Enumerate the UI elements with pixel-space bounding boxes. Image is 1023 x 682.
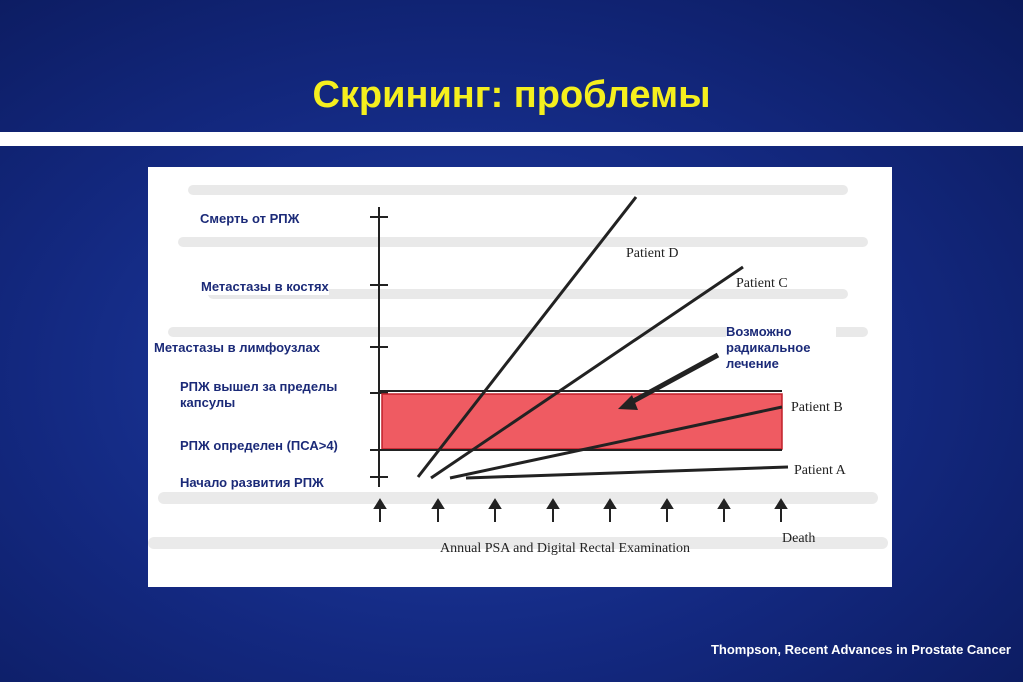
screening-diagram: Patient D Patient C Patient B Patient A … xyxy=(148,167,892,587)
stage-label-detected: РПЖ определен (ПСА>4) xyxy=(180,438,338,454)
y-axis-ticks xyxy=(370,216,388,478)
slide-title: Скрининг: проблемы xyxy=(312,74,711,116)
curative-window xyxy=(381,393,783,450)
stage-label-onset: Начало развития РПЖ xyxy=(180,475,324,491)
callout-arrow xyxy=(626,352,720,407)
patient-d-line xyxy=(416,196,638,478)
x-axis-label: Annual PSA and Digital Rectal Examinatio… xyxy=(440,541,690,556)
patient-b-line xyxy=(449,405,783,480)
source-credit: Thompson, Recent Advances in Prostate Ca… xyxy=(710,642,1011,657)
patient-c-line xyxy=(430,265,744,480)
curative-callout: Возможно радикальное лечение xyxy=(726,324,836,372)
stage-label-capsule: РПЖ вышел за пределы капсулы xyxy=(180,379,370,411)
background-text-ghost xyxy=(148,185,888,549)
title-divider xyxy=(0,132,1023,146)
death-label: Death xyxy=(782,531,815,546)
patient-d-label: Patient D xyxy=(626,246,679,261)
callout-arrowhead xyxy=(618,395,638,410)
stage-label-death: Смерть от РПЖ xyxy=(200,211,300,227)
exam-arrows xyxy=(373,498,788,522)
patient-a-label: Patient A xyxy=(794,463,847,478)
stage-label-bone-mets: Метастазы в костях xyxy=(201,279,329,295)
patient-a-line xyxy=(465,465,789,480)
patient-b-label: Patient B xyxy=(791,400,843,415)
diagram-canvas: Patient D Patient C Patient B Patient A … xyxy=(148,185,888,556)
patient-c-label: Patient C xyxy=(736,276,788,291)
stage-label-lymph-mets: Метастазы в лимфоузлах xyxy=(154,340,320,356)
